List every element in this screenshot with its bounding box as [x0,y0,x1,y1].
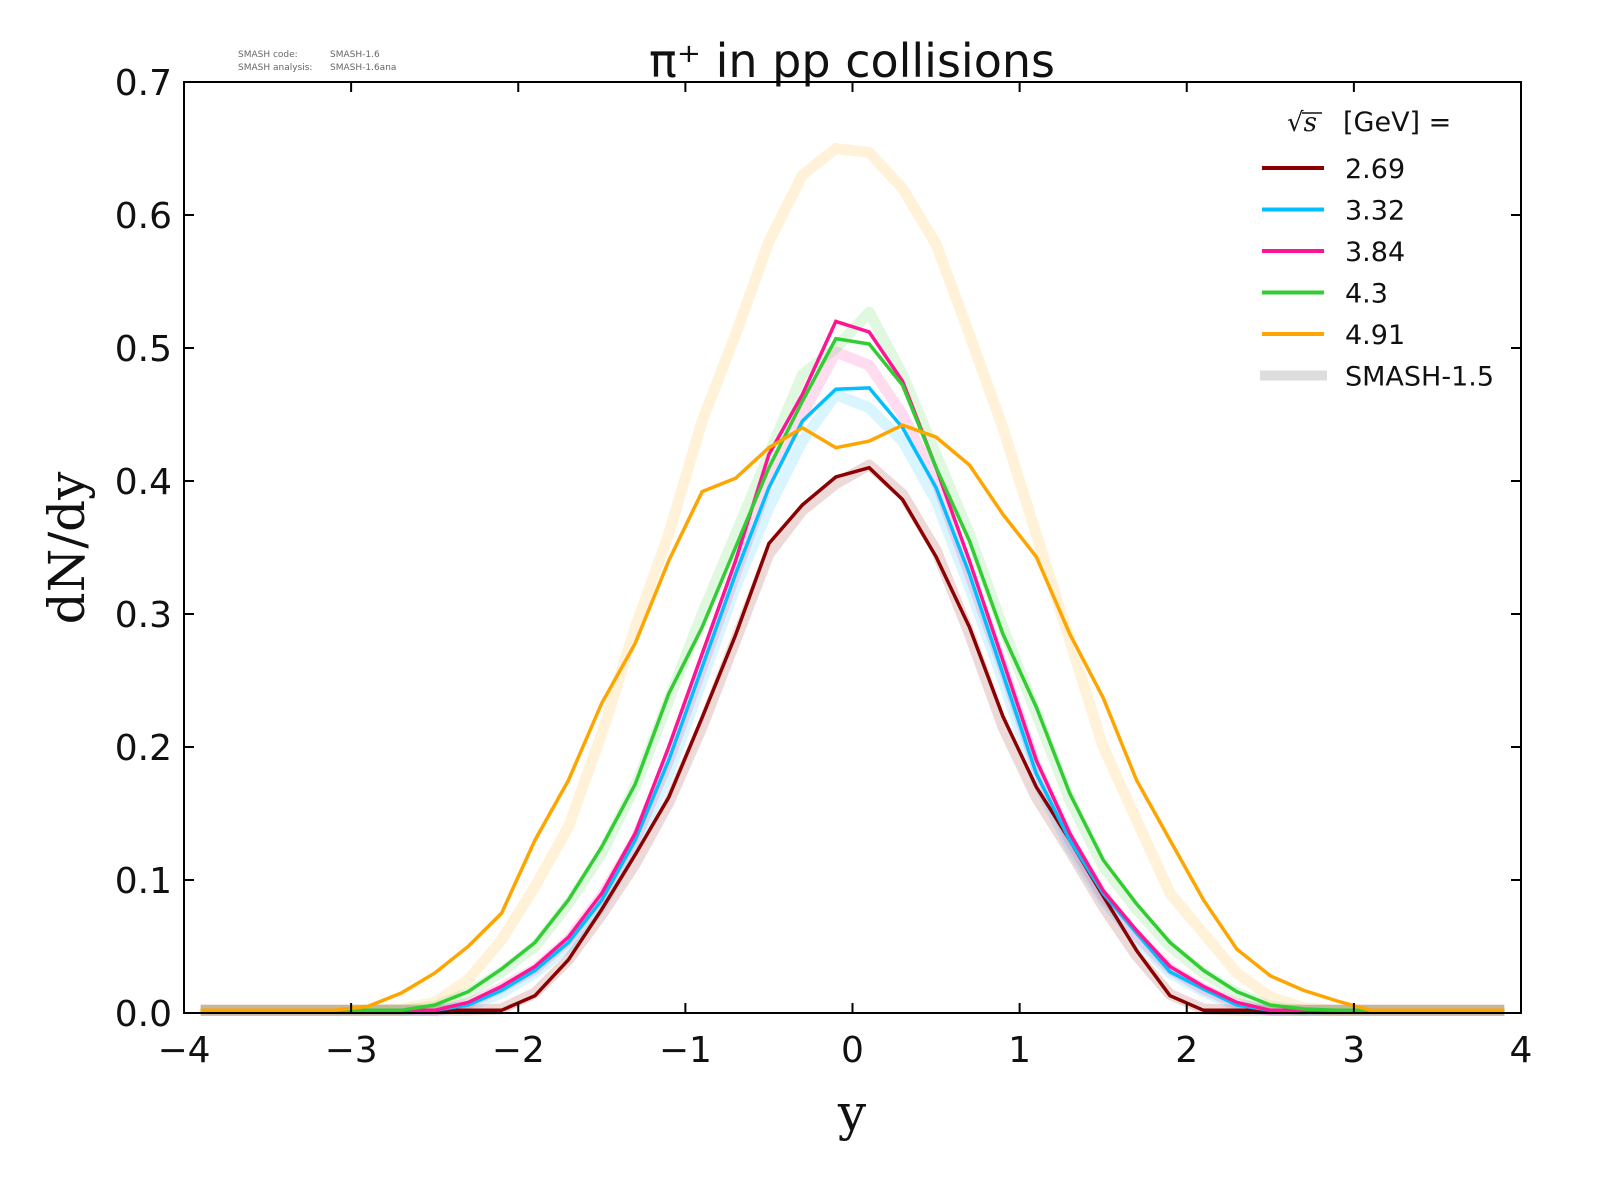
y-tick-label: 0.0 [115,994,172,1035]
meta-analysis-value: SMASH-1.6ana [330,63,396,73]
x-tick-label: 3 [1342,1030,1365,1071]
meta-code-value: SMASH-1.6 [330,50,380,60]
reference-line-3.84 [200,346,1505,1016]
chart-title: π⁺ in pp collisions [649,34,1055,88]
reference-line-4.3 [200,306,1505,1016]
series-line-4.3 [200,336,1505,1013]
x-tick-label: 0 [841,1030,864,1071]
x-tick-label: 1 [1008,1030,1031,1071]
legend-label-4.91: 4.91 [1345,320,1405,351]
x-tick-labels: −4 −3 −2 −1 0 1 2 3 4 [157,1030,1532,1071]
axis-ticks [183,81,1522,1014]
y-tick-label: 0.5 [115,329,172,370]
legend-label-2.69: 2.69 [1345,154,1405,185]
y-tick-label: 0.4 [115,462,172,503]
y-tick-label: 0.2 [115,728,172,769]
legend-title: [GeV] = [1343,107,1451,138]
y-tick-label: 0.6 [115,196,172,237]
reference-lines [200,143,1505,1016]
y-tick-label: 0.1 [115,861,172,902]
reference-line-2.69 [200,459,1505,1016]
y-tick-label: 0.3 [115,595,172,636]
reference-line-4.91 [200,143,1505,1016]
y-tick-labels: 0.0 0.1 0.2 0.3 0.4 0.5 0.6 0.7 [115,63,172,1035]
x-tick-label: −1 [659,1030,712,1071]
plot-frame [183,81,1522,1014]
y-axis-label: dN/dy [38,471,96,625]
legend-label-3.84: 3.84 [1345,237,1405,268]
legend-label-3.32: 3.32 [1345,196,1405,227]
x-tick-label: 2 [1175,1030,1198,1071]
x-tick-label: −4 [157,1030,210,1071]
series-line-2.69 [200,465,1505,1013]
legend-label-reference: SMASH-1.5 [1345,362,1494,393]
series-line-4.91 [200,423,1505,1013]
series-line-3.32 [200,386,1505,1013]
x-tick-label: −2 [492,1030,545,1071]
reference-line-3.32 [200,389,1505,1016]
series-lines [200,319,1505,1013]
x-tick-label: 4 [1510,1030,1533,1071]
x-axis-label: y [837,1084,867,1142]
series-line-3.84 [200,319,1505,1013]
y-tick-label: 0.7 [115,63,172,104]
legend-label-4.3: 4.3 [1345,279,1388,310]
x-tick-label: −3 [325,1030,378,1071]
meta-code-label: SMASH code: [238,50,298,60]
meta-analysis-label: SMASH analysis: [238,63,312,73]
